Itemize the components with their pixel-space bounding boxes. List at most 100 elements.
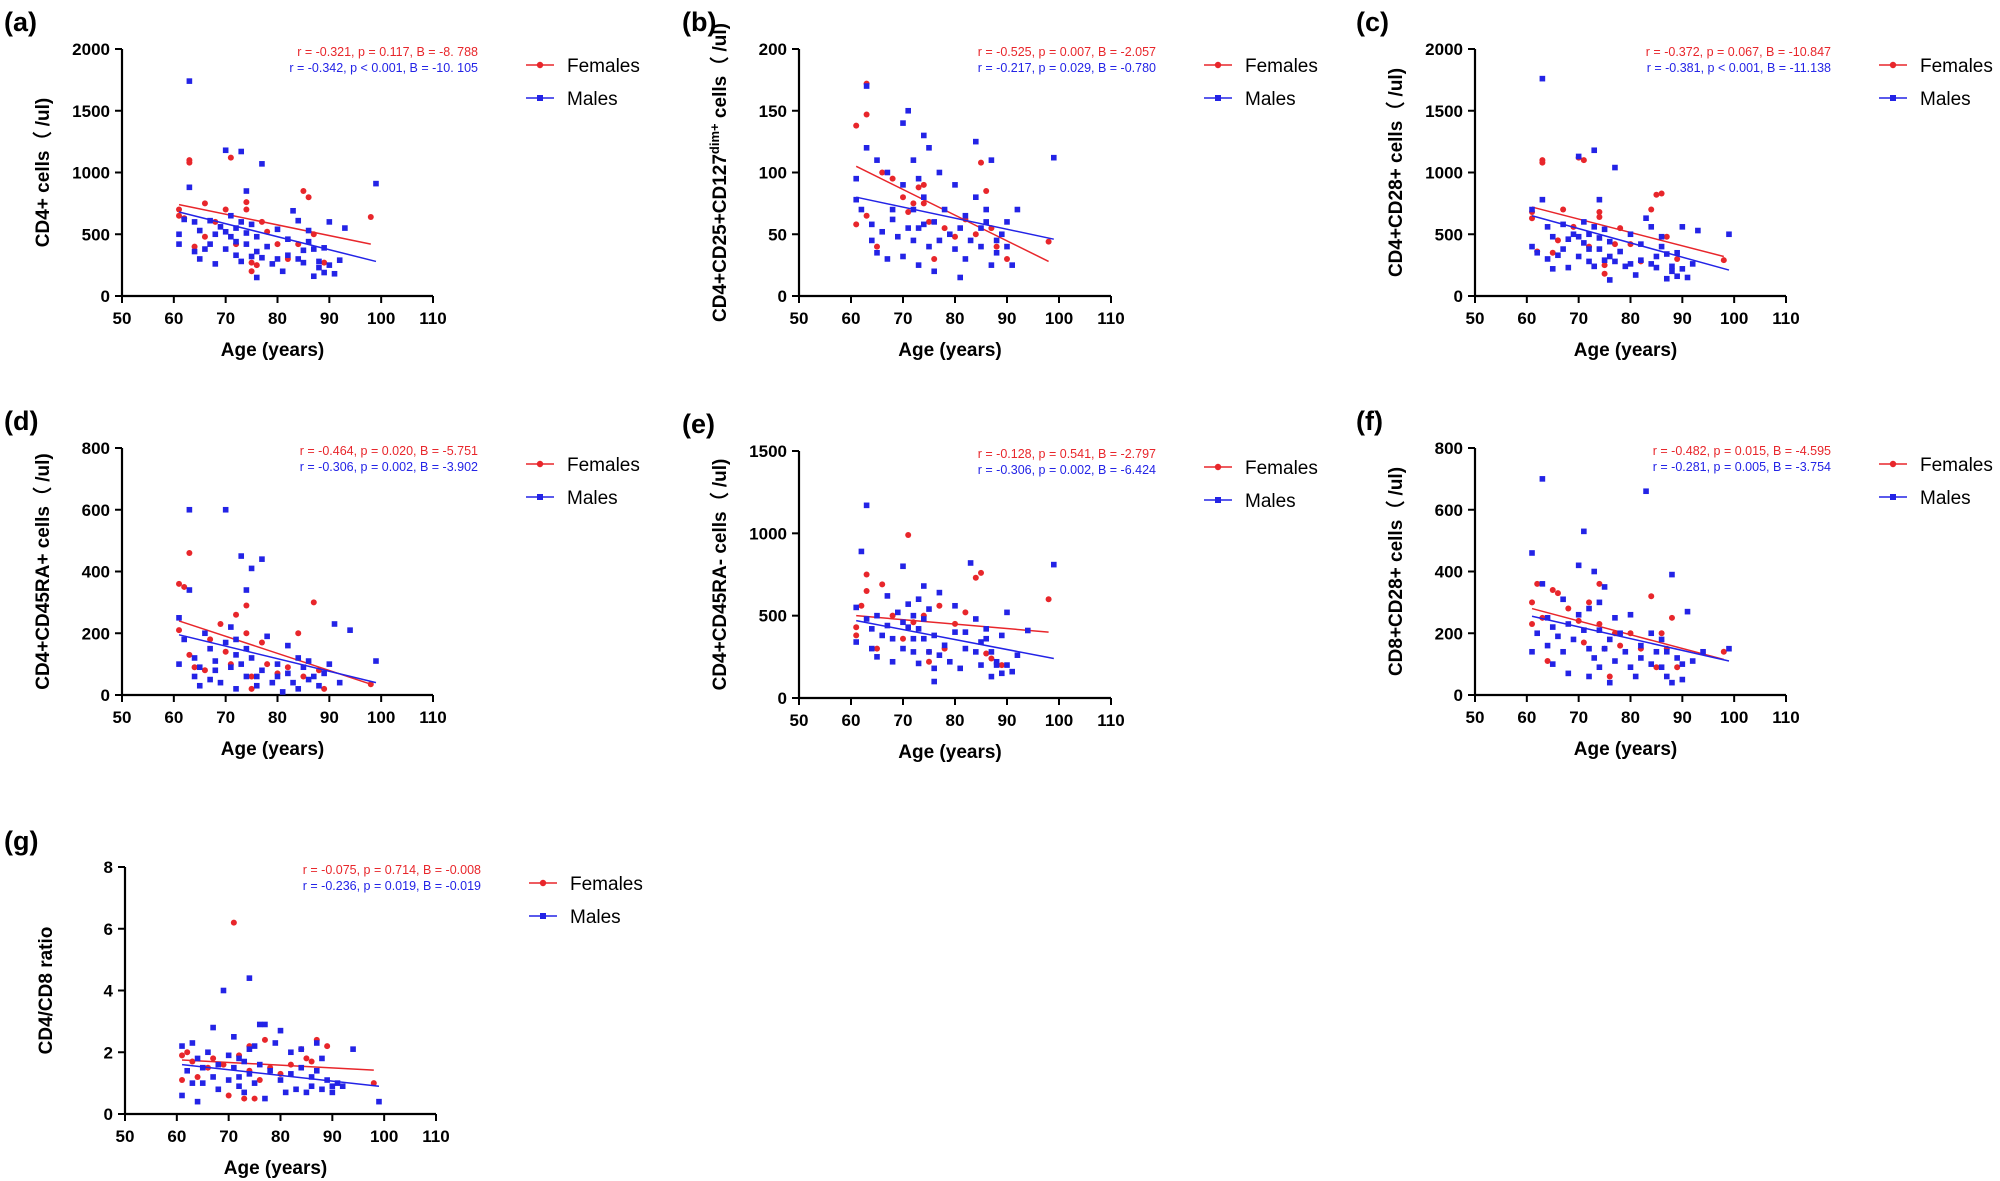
female-point: [900, 194, 906, 201]
female-point: [1565, 605, 1572, 612]
male-point: [1539, 476, 1546, 482]
legend-label: Females: [1920, 56, 1993, 77]
male-point: [1051, 154, 1057, 161]
female-point: [1720, 648, 1727, 655]
x-tick-label: 100: [1720, 309, 1748, 328]
female-point: [1045, 238, 1052, 245]
female-point: [1549, 249, 1556, 256]
legend-label: Males: [1920, 89, 1971, 110]
male-point: [1560, 246, 1566, 252]
female-point: [972, 574, 979, 581]
male-point: [207, 217, 213, 224]
legend-males: Males: [1879, 89, 1971, 110]
male-point: [194, 1055, 201, 1062]
x-tick-label: 90: [320, 708, 339, 727]
male-point: [336, 679, 343, 686]
male-point: [186, 506, 193, 513]
male-point: [217, 679, 224, 686]
male-point: [947, 658, 953, 665]
male-point: [1529, 243, 1535, 250]
male-point: [988, 262, 995, 268]
male-point: [1009, 262, 1015, 268]
male-point: [1565, 236, 1572, 242]
male-point: [869, 221, 875, 228]
male-point: [1658, 233, 1665, 240]
male-point: [1575, 153, 1582, 160]
female-point: [248, 685, 255, 692]
male-point: [1663, 648, 1670, 655]
female-point: [176, 206, 183, 213]
male-point: [288, 1049, 294, 1056]
male-point: [215, 1086, 222, 1093]
male-point: [1612, 658, 1618, 664]
male-point: [319, 1086, 325, 1093]
male-point: [1544, 256, 1551, 262]
panel-c: (c) 50 60 70 80 90 100 110 0 500 1000 1500 2000 Age (…: [1356, 7, 1993, 361]
male-point: [217, 224, 224, 230]
male-point: [905, 107, 911, 114]
series-females: [176, 154, 374, 275]
x-tick-label: 90: [998, 711, 1017, 730]
y-tick-label: 600: [82, 501, 110, 520]
legend-females: Females: [1879, 56, 1993, 77]
female-point: [367, 213, 374, 220]
female-point: [1045, 596, 1052, 603]
panel-label: (a): [4, 7, 37, 37]
male-point: [326, 219, 333, 225]
male-point: [1606, 253, 1613, 260]
legend-marker: [540, 913, 546, 919]
male-point: [269, 679, 276, 686]
male-point: [1638, 655, 1644, 661]
male-point: [988, 649, 995, 655]
male-point: [331, 621, 338, 627]
male-point: [210, 1024, 216, 1031]
legend-label: Females: [567, 56, 640, 77]
stats-females: r = -0.075, p = 0.714, B = -0.008: [303, 863, 481, 877]
male-point: [1643, 488, 1649, 495]
male-point: [1555, 633, 1561, 640]
male-point: [1653, 648, 1660, 655]
male-point: [376, 1098, 382, 1105]
x-tick-label: 80: [1621, 309, 1640, 328]
x-tick-label: 60: [1517, 708, 1536, 727]
y-tick-label: 1500: [1425, 102, 1463, 121]
male-point: [993, 237, 1000, 244]
legend-marker: [537, 95, 543, 101]
female-point: [186, 549, 193, 556]
male-point: [1679, 676, 1686, 683]
male-point: [259, 254, 265, 261]
female-point: [1648, 593, 1655, 600]
male-point: [1679, 661, 1686, 667]
female-point: [858, 602, 865, 609]
x-axis-title: Age (years): [221, 340, 325, 361]
male-point: [256, 1021, 263, 1028]
male-point: [1669, 268, 1675, 275]
male-point: [941, 206, 948, 213]
male-point: [179, 1092, 185, 1099]
legend-females: Females: [1204, 458, 1318, 479]
legend-label: Females: [1245, 458, 1318, 479]
male-point: [973, 649, 979, 655]
legend-marker: [1889, 61, 1897, 69]
male-point: [1669, 263, 1675, 270]
male-point: [921, 583, 927, 589]
y-tick-label: 0: [101, 287, 110, 306]
female-point: [261, 1036, 268, 1043]
male-point: [334, 1080, 341, 1086]
male-point: [212, 261, 219, 267]
male-point: [1695, 227, 1701, 234]
female-point: [905, 209, 912, 216]
y-tick-label: 800: [82, 439, 110, 458]
male-point: [264, 243, 270, 250]
legend-marker: [1890, 494, 1896, 500]
male-point: [900, 563, 906, 570]
female-point: [217, 620, 224, 627]
legend-marker: [536, 460, 544, 468]
trend-line-males: [856, 196, 1054, 240]
male-point: [884, 622, 891, 629]
series-males: [176, 506, 379, 695]
male-point: [1549, 661, 1556, 667]
y-tick-label: 500: [759, 607, 787, 626]
male-point: [1539, 581, 1546, 587]
